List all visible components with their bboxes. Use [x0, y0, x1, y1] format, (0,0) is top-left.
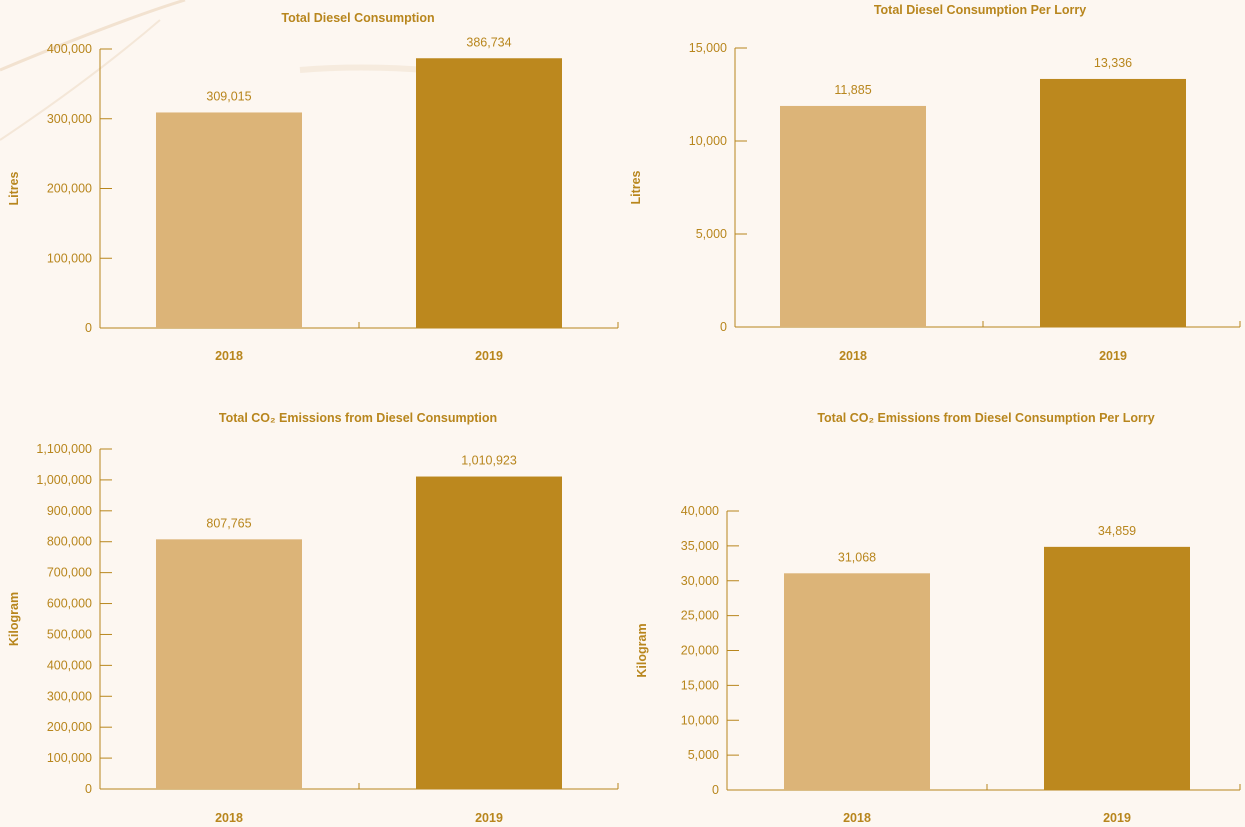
bar-2019 [416, 58, 562, 328]
y-tick-label: 20,000 [681, 644, 719, 658]
y-tick-label: 40,000 [681, 504, 719, 518]
chart-co2-emissions-per-lorry: Total CO₂ Emissions from Diesel Consumpt… [622, 400, 1245, 827]
x-category-label: 2019 [1099, 349, 1127, 363]
data-label: 807,765 [206, 516, 251, 530]
y-tick-label: 700,000 [47, 566, 92, 580]
y-tick-label: 15,000 [681, 678, 719, 692]
y-tick-label: 1,000,000 [36, 473, 92, 487]
y-tick-label: 200,000 [47, 182, 92, 196]
y-tick-label: 400,000 [47, 658, 92, 672]
y-axis-label: Kilogram [635, 623, 649, 677]
x-category-label: 2018 [843, 811, 871, 825]
y-tick-label: 800,000 [47, 535, 92, 549]
x-category-label: 2019 [475, 349, 503, 363]
y-tick-label: 200,000 [47, 720, 92, 734]
y-axis-label: Litres [7, 171, 21, 205]
y-tick-label: 100,000 [47, 751, 92, 765]
data-label: 386,734 [466, 35, 511, 49]
data-label: 31,068 [838, 550, 876, 564]
bar-2018 [784, 573, 930, 790]
y-axis-label: Kilogram [7, 592, 21, 646]
y-tick-label: 15,000 [689, 41, 727, 55]
data-label: 1,010,923 [461, 454, 517, 468]
x-category-label: 2018 [839, 349, 867, 363]
bar-2019 [1044, 547, 1190, 790]
x-category-label: 2019 [475, 811, 503, 825]
y-tick-label: 900,000 [47, 504, 92, 518]
x-category-label: 2018 [215, 811, 243, 825]
bar-2018 [156, 539, 302, 789]
y-tick-label: 0 [85, 321, 92, 335]
chart-title: Total Diesel Consumption [281, 11, 434, 25]
chart-co2-emissions: Total CO₂ Emissions from Diesel Consumpt… [0, 400, 622, 827]
chart-diesel-consumption-per-lorry: Total Diesel Consumption Per Lorry Litres… [622, 0, 1245, 370]
y-tick-label: 400,000 [47, 42, 92, 56]
x-category-label: 2019 [1103, 811, 1131, 825]
data-label: 34,859 [1098, 524, 1136, 538]
bar-2019 [1040, 79, 1186, 327]
y-tick-label: 35,000 [681, 539, 719, 553]
bar-2019 [416, 477, 562, 789]
y-tick-label: 5,000 [688, 748, 719, 762]
y-tick-label: 10,000 [689, 134, 727, 148]
y-tick-label: 600,000 [47, 597, 92, 611]
y-tick-label: 30,000 [681, 574, 719, 588]
chart-title: Total Diesel Consumption Per Lorry [874, 3, 1086, 17]
y-tick-label: 10,000 [681, 713, 719, 727]
bar-2018 [156, 112, 302, 328]
chart-title: Total CO₂ Emissions from Diesel Consumpt… [219, 411, 497, 425]
y-tick-label: 0 [85, 782, 92, 796]
x-category-label: 2018 [215, 349, 243, 363]
data-label: 309,015 [206, 89, 251, 103]
chart-title: Total CO₂ Emissions from Diesel Consumpt… [817, 411, 1154, 425]
y-tick-label: 300,000 [47, 689, 92, 703]
data-label: 13,336 [1094, 56, 1132, 70]
bar-2018 [780, 106, 926, 327]
y-axis-label: Litres [629, 170, 643, 204]
y-tick-label: 0 [720, 320, 727, 334]
y-tick-label: 5,000 [696, 227, 727, 241]
data-label: 11,885 [834, 83, 871, 97]
y-tick-label: 500,000 [47, 627, 92, 641]
chart-total-diesel-consumption: Total Diesel Consumption Litres 0 100,000 20… [0, 0, 622, 370]
y-tick-label: 100,000 [47, 251, 92, 265]
y-tick-label: 0 [712, 783, 719, 797]
y-tick-label: 300,000 [47, 112, 92, 126]
y-tick-label: 1,100,000 [36, 442, 92, 456]
y-tick-label: 25,000 [681, 609, 719, 623]
